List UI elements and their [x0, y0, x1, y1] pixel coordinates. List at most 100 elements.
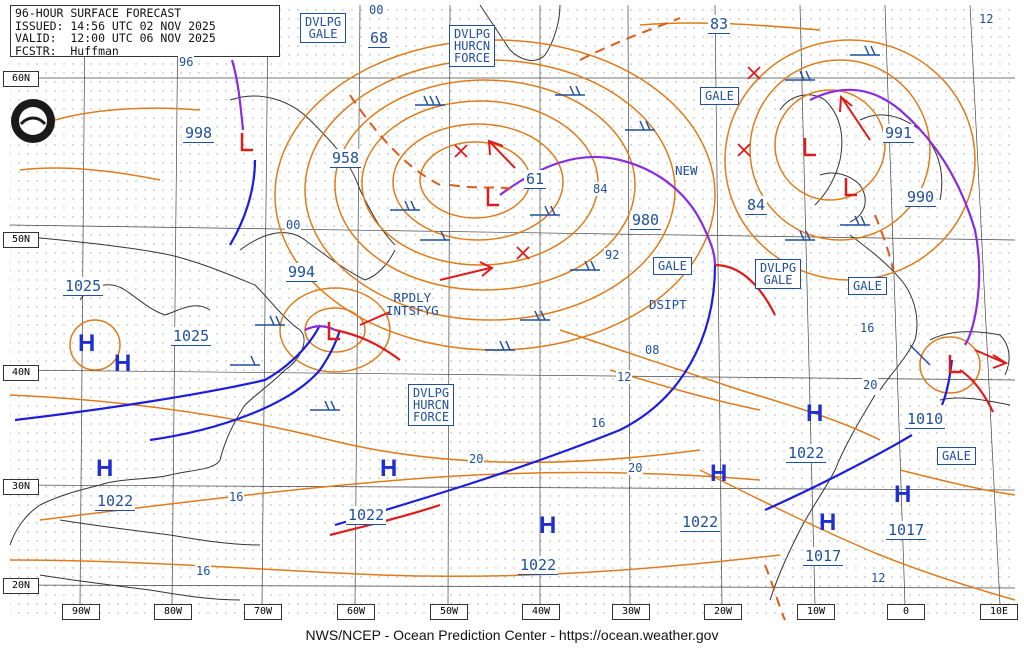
isobar-label: 84 — [592, 182, 609, 196]
cold-front — [940, 359, 954, 406]
pressure-label: 1025 — [63, 277, 104, 296]
longitude-label: 20W — [704, 604, 742, 620]
pressure-label: 1022 — [346, 506, 387, 525]
warm-front — [334, 328, 401, 361]
pressure-label: 1017 — [803, 547, 844, 566]
latitude-label: 20N — [3, 578, 39, 594]
lat-lon-grid — [9, 4, 1016, 606]
longitude-label: 70W — [244, 604, 282, 620]
header-line-2: ISSUED: 14:56 UTC 02 NOV 2025 — [15, 18, 216, 33]
pressure-label: 994 — [286, 263, 318, 282]
high-pressure-center: H — [710, 460, 728, 487]
isobar-label: 20 — [468, 452, 485, 466]
longitude-label: 80W — [154, 604, 192, 620]
occluded-front — [304, 325, 336, 331]
header-line-4: FCSTR: Huffman — [15, 43, 119, 58]
pressure-label: 958 — [330, 149, 362, 168]
warning-box: GALE — [653, 257, 692, 275]
pressure-label: 1022 — [786, 444, 827, 463]
header-line-1: 96-HOUR SURFACE FORECAST — [15, 6, 182, 20]
warning-box: GALE — [700, 87, 739, 105]
longitude-label: 50W — [430, 604, 468, 620]
occluded-front — [499, 155, 717, 266]
low-centers — [240, 133, 961, 374]
cold-front — [334, 264, 717, 527]
pressure-label: 68 — [368, 29, 391, 48]
longitude-label: 10E — [980, 604, 1018, 620]
isobar-label: 92 — [604, 248, 621, 262]
cold-front — [229, 159, 257, 246]
isobar-label: 16 — [859, 321, 876, 335]
warning-box: DVLPG HURCN FORCE — [408, 384, 455, 426]
warning-box: DVLPG GALE — [755, 259, 802, 289]
longitude-label: 40W — [522, 604, 560, 620]
isobar-label: 20 — [862, 378, 879, 392]
isobar-label: 20 — [627, 461, 644, 475]
latitude-label: 50N — [3, 232, 39, 248]
occluded-front — [809, 88, 981, 346]
high-pressure-center: H — [806, 400, 824, 427]
high-pressure-center: H — [114, 350, 132, 377]
longitude-label: 30W — [612, 604, 650, 620]
isobar-label: 16 — [195, 564, 212, 578]
warning-box: DVLPG GALE — [300, 13, 347, 43]
note-text: NEW — [675, 163, 698, 178]
high-pressure-center: H — [380, 455, 398, 482]
high-pressure-center: H — [96, 455, 114, 482]
high-pressure-center: H — [539, 512, 557, 539]
longitude-label: 90W — [62, 604, 100, 620]
latitude-label: 60N — [3, 71, 39, 87]
longitude-label: 10W — [797, 604, 835, 620]
isobar-label: 00 — [368, 3, 385, 17]
wind-barbs — [230, 45, 931, 411]
header-line-3: VALID: 12:00 UTC 06 NOV 2025 — [15, 31, 216, 45]
storm-motion-arrows — [359, 94, 1009, 369]
occluded-front — [230, 59, 245, 131]
warning-box: GALE — [937, 447, 976, 465]
pressure-label: 83 — [708, 15, 731, 34]
warm-front — [329, 503, 441, 537]
pressure-label: 61 — [524, 170, 547, 189]
pressure-label: 1022 — [95, 492, 136, 511]
isobar-label: 12 — [978, 12, 995, 26]
forecast-header: 96-HOUR SURFACE FORECAST ISSUED: 14:56 U… — [10, 5, 280, 57]
high-pressure-center: H — [894, 481, 912, 508]
pressure-label: 1022 — [518, 556, 559, 575]
pressure-label: 1010 — [905, 410, 946, 429]
fronts — [14, 59, 994, 537]
cold-front — [14, 324, 321, 422]
isobar-label: 00 — [285, 218, 302, 232]
warning-box: GALE — [848, 277, 887, 295]
note-text: DSIPT — [649, 297, 687, 312]
isobar-label: 12 — [616, 370, 633, 384]
latitude-label: 30N — [3, 479, 39, 495]
pressure-label: 1017 — [886, 521, 927, 540]
isobar-label: 16 — [228, 490, 245, 504]
high-pressure-center: H — [78, 330, 96, 357]
pressure-label: 1022 — [680, 513, 721, 532]
high-pressure-center: H — [819, 509, 837, 536]
latitude-label: 40N — [3, 365, 39, 381]
longitude-label: 60W — [337, 604, 375, 620]
pressure-label: 84 — [745, 196, 768, 215]
isobar-label: 08 — [644, 343, 661, 357]
pressure-label: 991 — [883, 124, 915, 143]
isobar-label: 12 — [870, 571, 887, 585]
troughs — [349, 17, 894, 621]
isobar-label: 16 — [590, 416, 607, 430]
pressure-label: 1025 — [171, 327, 212, 346]
isobar-label: 96 — [178, 55, 195, 69]
warm-front — [714, 263, 776, 316]
cold-front — [764, 434, 913, 512]
x-markers — [454, 66, 761, 260]
longitude-label: 0 — [887, 604, 925, 620]
pressure-label: 990 — [905, 188, 937, 207]
note-text: RPDLY INTSFYG — [386, 290, 439, 318]
footer-credit: NWS/NCEP - Ocean Prediction Center - htt… — [305, 627, 719, 643]
warm-front — [959, 369, 994, 413]
pressure-label: 998 — [183, 124, 215, 143]
isobars — [9, 22, 1016, 601]
pressure-label: 980 — [630, 211, 662, 230]
cold-front — [149, 329, 342, 442]
